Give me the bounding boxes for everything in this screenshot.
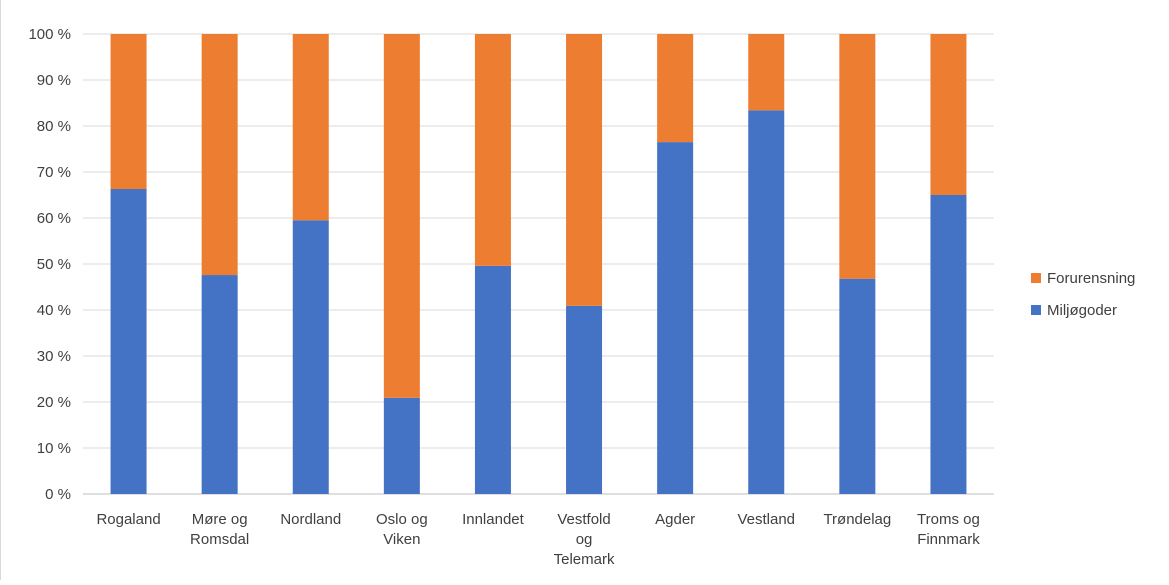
- x-tick-label-line: Møre og: [192, 511, 248, 528]
- bar-miljøgoder-7: [748, 110, 785, 495]
- bar-forurensning-9: [930, 34, 967, 195]
- x-tick-label-line: og: [576, 531, 593, 548]
- x-tick-label-line: Oslo og: [376, 511, 428, 528]
- legend: Forurensning Miljøgoder: [1031, 270, 1135, 319]
- x-tick-label: Trøndelag: [823, 511, 891, 528]
- x-tick-label-line: Finnmark: [917, 531, 980, 548]
- y-tick-label: 60 %: [37, 210, 71, 227]
- bar-forurensning-5: [566, 34, 603, 306]
- legend-swatch-forurensning: [1031, 273, 1041, 283]
- x-tick-label: Vestland: [737, 511, 795, 528]
- legend-swatch-miljøgoder: [1031, 305, 1041, 315]
- y-tick-label: 90 %: [37, 72, 71, 89]
- bar-miljøgoder-3: [383, 397, 420, 494]
- bar-miljøgoder-2: [292, 220, 329, 495]
- y-tick-label: 0 %: [45, 486, 71, 503]
- y-tick-label: 70 %: [37, 164, 71, 181]
- x-tick-label: Møre og Romsdal: [190, 511, 249, 548]
- bar-forurensning-6: [657, 34, 694, 143]
- x-tick-label-line: Trøndelag: [823, 511, 891, 528]
- y-tick-label: 50 %: [37, 256, 71, 273]
- legend-label-miljøgoder: Miljøgoder: [1047, 302, 1117, 319]
- bar-miljøgoder-5: [566, 305, 603, 494]
- y-axis: 0 % 10 % 20 % 30 % 40 % 50 % 60 % 70 % 80 % 90 % 1…: [28, 26, 71, 503]
- x-tick-label: Oslo og Viken: [376, 511, 428, 548]
- bar-forurensning-4: [474, 34, 511, 266]
- y-tick-label: 10 %: [37, 440, 71, 457]
- bar-forurensning-0: [110, 34, 147, 190]
- legend-label-forurensning: Forurensning: [1047, 270, 1135, 287]
- bar-miljøgoder-0: [110, 189, 147, 494]
- x-tick-label-line: Telemark: [554, 551, 615, 568]
- bars: [110, 34, 967, 495]
- x-tick-label-line: Troms og: [917, 511, 980, 528]
- x-tick-label-line: Vestland: [737, 511, 795, 528]
- x-tick-label-line: Rogaland: [96, 511, 160, 528]
- x-tick-label-line: Innlandet: [462, 511, 525, 528]
- bar-forurensning-2: [292, 34, 329, 221]
- x-tick-label-line: Nordland: [280, 511, 341, 528]
- x-tick-label-line: Romsdal: [190, 531, 249, 548]
- y-tick-label: 30 %: [37, 348, 71, 365]
- x-tick-label-line: Vestfold: [557, 511, 610, 528]
- y-tick-label: 80 %: [37, 118, 71, 135]
- x-tick-label: Nordland: [280, 511, 341, 528]
- bar-forurensning-1: [201, 34, 238, 276]
- y-tick-label: 20 %: [37, 394, 71, 411]
- bar-miljøgoder-4: [474, 265, 511, 494]
- bar-miljøgoder-8: [839, 278, 876, 494]
- x-tick-label: Vestfold og Telemark: [554, 511, 615, 568]
- bar-miljøgoder-6: [657, 142, 694, 494]
- bar-miljøgoder-9: [930, 195, 967, 494]
- bar-forurensning-8: [839, 34, 876, 279]
- x-tick-label: Agder: [655, 511, 695, 528]
- x-tick-label: Innlandet: [462, 511, 525, 528]
- y-tick-label: 100 %: [28, 26, 71, 43]
- x-tick-label: Troms og Finnmark: [917, 511, 980, 548]
- bar-forurensning-7: [748, 34, 785, 111]
- bar-miljøgoder-1: [201, 275, 238, 494]
- x-axis: Rogaland Møre og Romsdal Nordland Oslo og Vik…: [96, 511, 980, 568]
- x-tick-label-line: Agder: [655, 511, 695, 528]
- bar-forurensning-3: [383, 34, 420, 398]
- x-tick-label: Rogaland: [96, 511, 160, 528]
- x-tick-label-line: Viken: [383, 531, 420, 548]
- y-tick-label: 40 %: [37, 302, 71, 319]
